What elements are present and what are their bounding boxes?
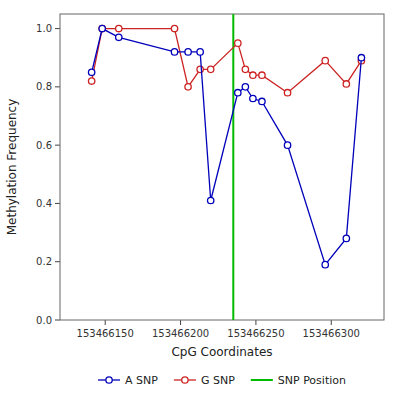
legend-marker: [106, 377, 112, 383]
series-point: [259, 98, 265, 104]
legend-label: A SNP: [125, 374, 158, 387]
legend-swatch: [251, 379, 273, 381]
series-point: [207, 66, 213, 72]
series-point: [185, 49, 191, 55]
series-point: [284, 89, 290, 95]
y-tick-label: 1.0: [36, 23, 52, 34]
chart: 153466150 153466200 153466250 153466300 0.0 0…: [0, 0, 400, 400]
series-point: [242, 66, 248, 72]
x-tick: [255, 320, 256, 325]
y-tick-label: 0.8: [36, 81, 52, 92]
y-tick-label: 0.4: [36, 198, 52, 209]
snp-position-line: [232, 14, 234, 320]
series-point: [322, 261, 328, 267]
legend-item: G SNP: [174, 374, 235, 387]
series: [88, 25, 364, 96]
axes: 153466150 153466200 153466250 153466300 0.0 0…: [36, 23, 360, 339]
series-point: [197, 66, 203, 72]
legend-label: G SNP: [201, 374, 235, 387]
series-point: [250, 95, 256, 101]
series-point: [250, 72, 256, 78]
y-tick-label: 0.2: [36, 256, 52, 267]
x-tick-label: 153466200: [152, 328, 209, 339]
x-tick-label: 153466150: [77, 328, 134, 339]
series-point: [116, 34, 122, 40]
series-point: [88, 69, 94, 75]
series-point: [259, 72, 265, 78]
series-point: [343, 81, 349, 87]
series-point: [88, 78, 94, 84]
legend-label: SNP Position: [278, 374, 346, 387]
plot-background: [60, 14, 384, 320]
series-point: [171, 49, 177, 55]
x-tick: [180, 320, 181, 325]
series-line: [92, 29, 362, 265]
y-tick: [55, 203, 60, 204]
x-axis-label: CpG Coordinates: [171, 345, 272, 359]
series-point: [343, 235, 349, 241]
legend-item: SNP Position: [251, 374, 346, 387]
plot-frame: [60, 14, 384, 320]
legend-item: A SNP: [98, 374, 158, 387]
series-point: [185, 84, 191, 90]
series: [88, 25, 364, 267]
series-point: [358, 55, 364, 61]
series-point: [235, 40, 241, 46]
legend-marker: [182, 377, 188, 383]
legend: A SNP G SNP SNP Position: [98, 374, 346, 387]
y-tick: [55, 145, 60, 146]
x-tick-label: 153466300: [303, 328, 360, 339]
y-tick: [55, 28, 60, 29]
y-axis-label: Methylation Frequency: [5, 99, 19, 236]
x-tick-label: 153466250: [227, 328, 284, 339]
y-tick: [55, 86, 60, 87]
series-point: [99, 25, 105, 31]
y-tick-label: 0.0: [36, 315, 52, 326]
series-point: [242, 84, 248, 90]
x-tick: [105, 320, 106, 325]
x-tick: [331, 320, 332, 325]
series-line: [92, 29, 362, 93]
plot-data: [88, 14, 364, 320]
y-tick-label: 0.6: [36, 140, 52, 151]
series-point: [171, 25, 177, 31]
series-point: [284, 142, 290, 148]
y-tick: [55, 320, 60, 321]
series-point: [197, 49, 203, 55]
series-point: [207, 197, 213, 203]
y-tick: [55, 261, 60, 262]
series-point: [99, 25, 105, 31]
series-point: [322, 57, 328, 63]
series-point: [235, 89, 241, 95]
series-point: [116, 25, 122, 31]
